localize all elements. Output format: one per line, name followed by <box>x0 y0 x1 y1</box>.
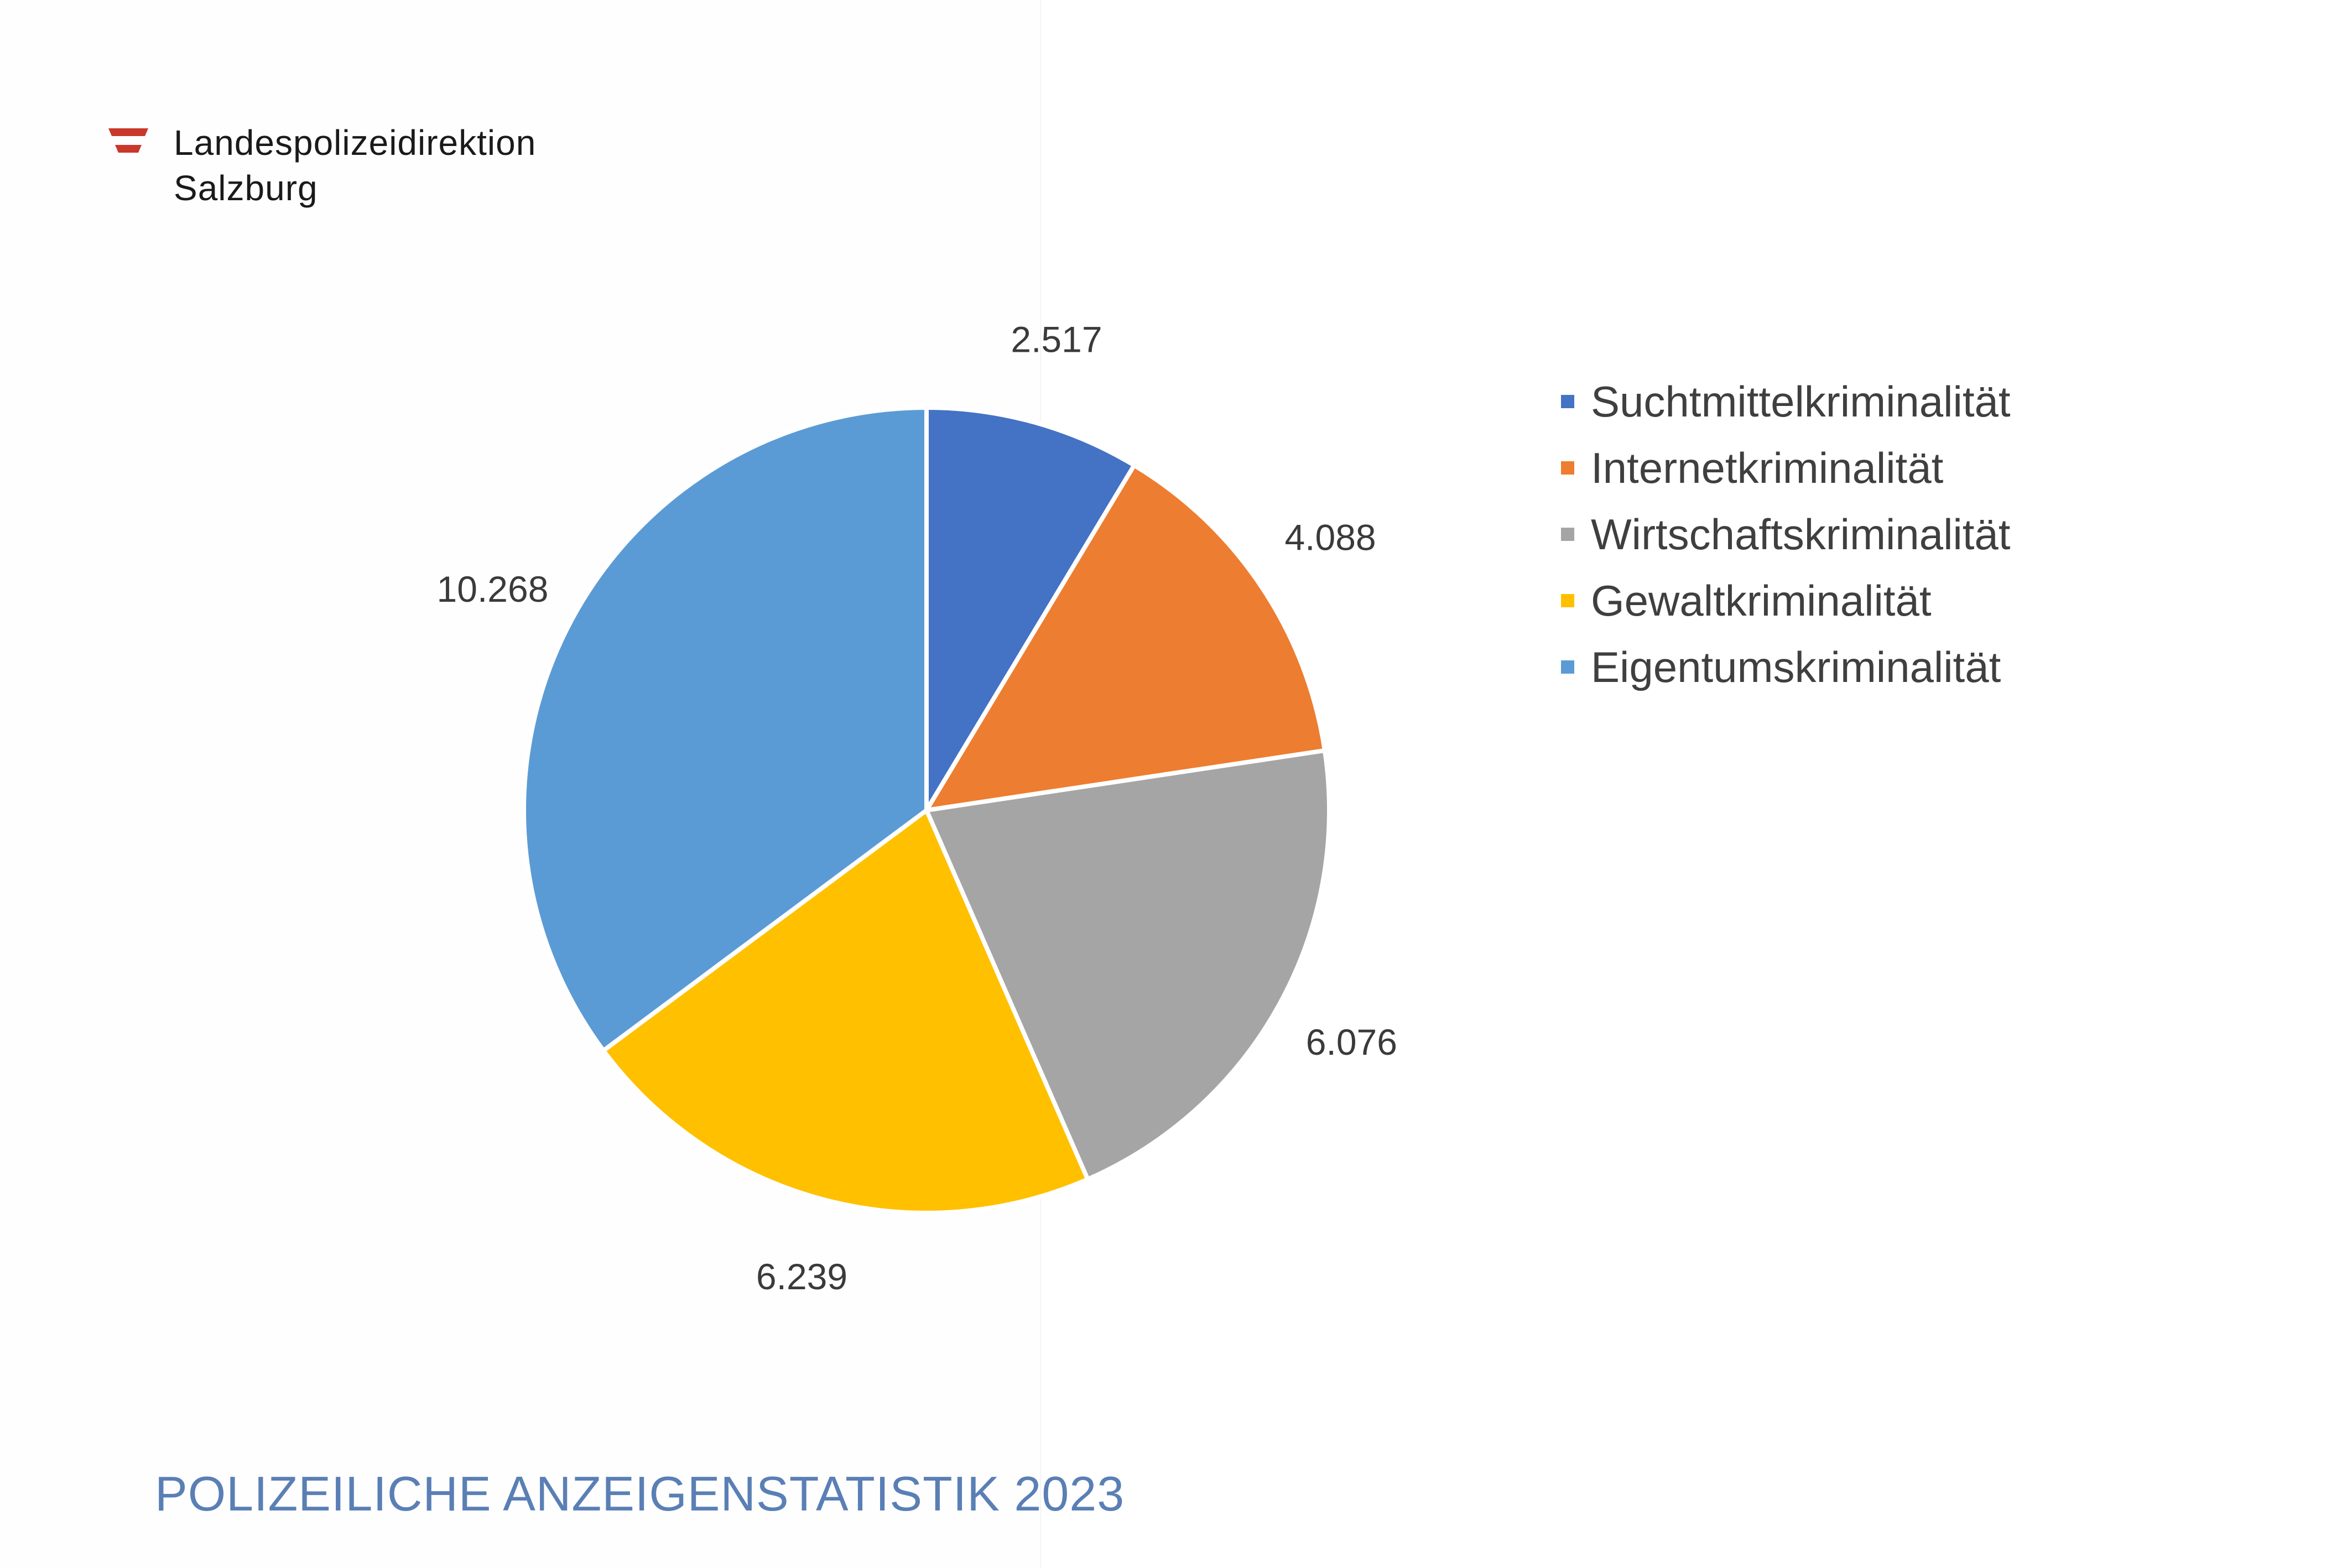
legend-swatch <box>1561 461 1574 475</box>
pie-data-label-2: 4.088 <box>1284 517 1376 558</box>
organization-name: Landespolizeidirektion <box>174 123 537 163</box>
legend-label: Gewaltkriminalität <box>1591 576 1932 625</box>
legend-swatch <box>1561 395 1574 408</box>
pie-data-label-3: 6.076 <box>1306 1022 1397 1062</box>
legend-item-4: Gewaltkriminalität <box>1561 567 2225 634</box>
chart-legend: Suchtmittelkriminalität Internetkriminali… <box>1561 368 2225 700</box>
report-title: POLIZEILICHE ANZEIGENSTATISTIK 2023 <box>155 1466 1125 1521</box>
legend-swatch <box>1561 660 1574 674</box>
pie-slices <box>522 405 1331 1215</box>
flag-stripe-top <box>108 128 148 136</box>
legend-item-2: Internetkriminalität <box>1561 435 2225 501</box>
legend-item-5: Eigentumskriminalität <box>1561 634 2225 700</box>
pie-data-label-4: 6.239 <box>756 1256 847 1297</box>
flag-stripe-bottom <box>115 145 142 153</box>
pie-data-label-1: 2.517 <box>1011 319 1102 360</box>
pie-data-label-5: 10.268 <box>437 569 549 610</box>
pie-slice-4 <box>601 808 1090 1215</box>
pie-data-labels: 2.517 4.088 6.076 6.239 10.268 <box>437 319 1397 1297</box>
austrian-flag-icon <box>108 128 148 153</box>
legend-label: Suchtmittelkriminalität <box>1591 377 2011 426</box>
legend-item-1: Suchtmittelkriminalität <box>1561 368 2225 435</box>
legend-item-3: Wirtschaftskriminalität <box>1561 501 2225 567</box>
pie-slice-3 <box>924 748 1331 1182</box>
legend-label: Wirtschaftskriminalität <box>1591 509 2011 559</box>
legend-label: Internetkriminalität <box>1591 443 1944 492</box>
pie-slice-2 <box>924 463 1327 812</box>
legend-swatch <box>1561 594 1574 607</box>
pie-slice-5 <box>522 405 929 1053</box>
organization-logo: Landespolizeidirektion Salzburg <box>108 121 606 220</box>
organization-region: Salzburg <box>174 168 318 208</box>
legend-label: Eigentumskriminalität <box>1591 642 2001 691</box>
pie-slice-1 <box>924 405 1137 812</box>
legend-swatch <box>1561 528 1574 541</box>
